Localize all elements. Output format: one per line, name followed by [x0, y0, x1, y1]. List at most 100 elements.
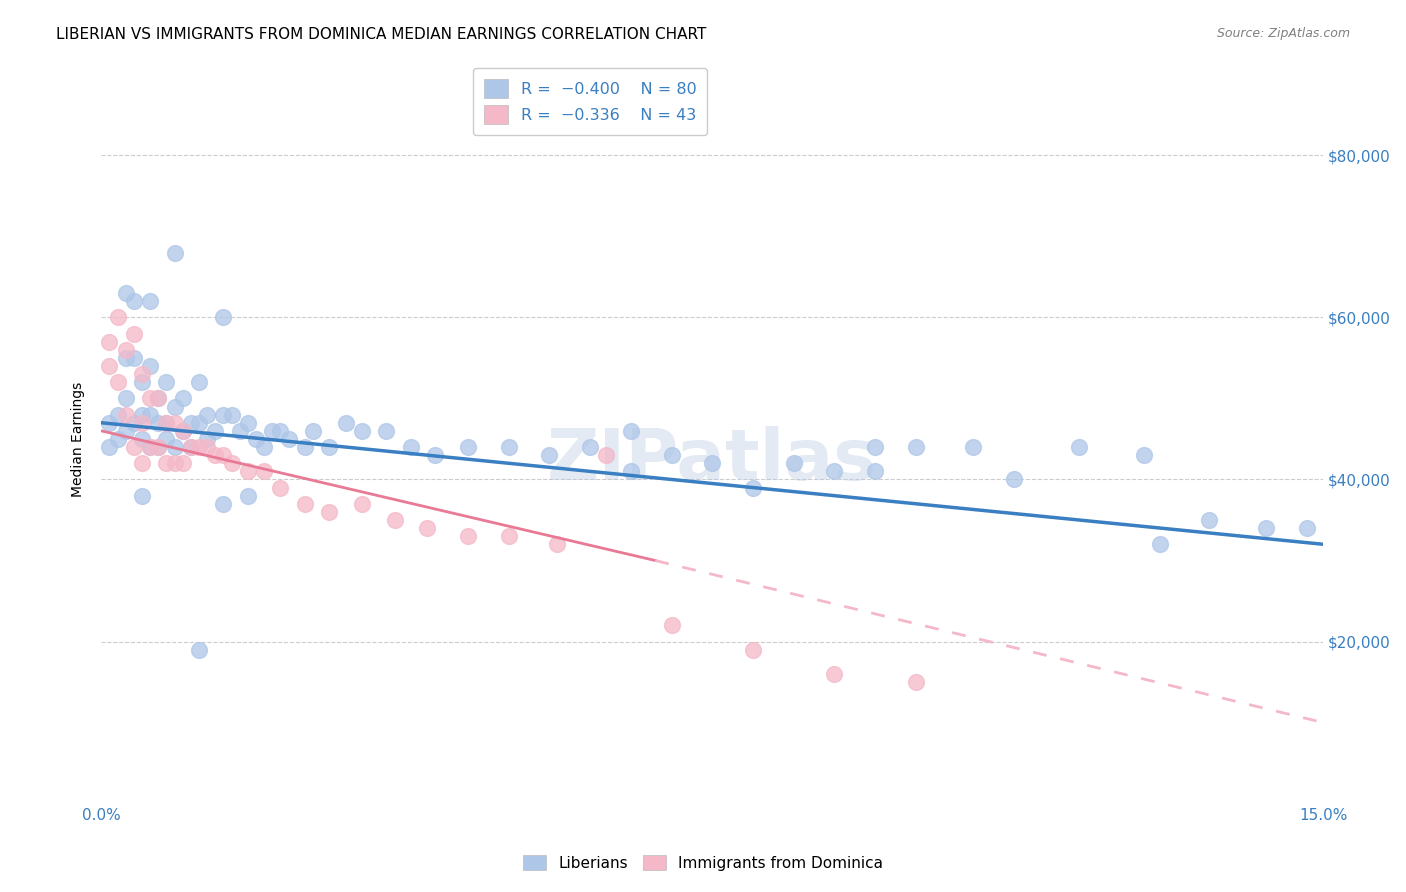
- Point: [212, 408, 235, 422]
- Point: [1149, 537, 1171, 551]
- Point: [294, 440, 316, 454]
- Point: [155, 416, 177, 430]
- Point: [498, 440, 520, 454]
- Point: [148, 440, 170, 454]
- Point: [904, 675, 927, 690]
- Point: [823, 464, 845, 478]
- Point: [538, 448, 561, 462]
- Point: [579, 440, 602, 454]
- Point: [163, 400, 186, 414]
- Point: [294, 497, 316, 511]
- Point: [107, 408, 129, 422]
- Point: [122, 416, 145, 430]
- Point: [188, 642, 211, 657]
- Point: [139, 392, 162, 406]
- Point: [155, 456, 177, 470]
- Point: [163, 456, 186, 470]
- Point: [122, 351, 145, 365]
- Text: ZIPatlas: ZIPatlas: [547, 426, 877, 495]
- Point: [457, 440, 479, 454]
- Point: [221, 456, 243, 470]
- Point: [155, 432, 177, 446]
- Point: [277, 432, 299, 446]
- Point: [457, 529, 479, 543]
- Point: [212, 497, 235, 511]
- Point: [1198, 513, 1220, 527]
- Y-axis label: Median Earnings: Median Earnings: [72, 381, 86, 497]
- Point: [122, 326, 145, 341]
- Point: [139, 359, 162, 373]
- Point: [620, 424, 643, 438]
- Point: [1256, 521, 1278, 535]
- Point: [269, 424, 291, 438]
- Point: [245, 432, 267, 446]
- Point: [139, 408, 162, 422]
- Point: [742, 642, 765, 657]
- Point: [163, 440, 186, 454]
- Point: [131, 456, 153, 470]
- Point: [172, 424, 194, 438]
- Point: [131, 367, 153, 381]
- Point: [131, 416, 153, 430]
- Point: [212, 448, 235, 462]
- Point: [661, 448, 683, 462]
- Point: [823, 667, 845, 681]
- Point: [180, 440, 202, 454]
- Point: [318, 440, 340, 454]
- Point: [546, 537, 568, 551]
- Point: [131, 432, 153, 446]
- Point: [228, 424, 250, 438]
- Point: [139, 440, 162, 454]
- Point: [425, 448, 447, 462]
- Point: [98, 416, 121, 430]
- Point: [269, 481, 291, 495]
- Point: [399, 440, 422, 454]
- Point: [962, 440, 984, 454]
- Point: [661, 618, 683, 632]
- Point: [236, 416, 259, 430]
- Point: [148, 392, 170, 406]
- Point: [131, 489, 153, 503]
- Point: [195, 432, 218, 446]
- Point: [114, 424, 136, 438]
- Text: LIBERIAN VS IMMIGRANTS FROM DOMINICA MEDIAN EARNINGS CORRELATION CHART: LIBERIAN VS IMMIGRANTS FROM DOMINICA MED…: [56, 27, 707, 42]
- Point: [1002, 473, 1025, 487]
- Point: [212, 310, 235, 325]
- Point: [148, 392, 170, 406]
- Point: [107, 375, 129, 389]
- Point: [416, 521, 439, 535]
- Point: [107, 310, 129, 325]
- Point: [163, 416, 186, 430]
- Point: [262, 424, 284, 438]
- Point: [188, 440, 211, 454]
- Point: [204, 424, 226, 438]
- Point: [335, 416, 357, 430]
- Point: [180, 416, 202, 430]
- Point: [114, 343, 136, 357]
- Point: [904, 440, 927, 454]
- Point: [155, 375, 177, 389]
- Point: [172, 456, 194, 470]
- Point: [98, 440, 121, 454]
- Point: [375, 424, 398, 438]
- Point: [180, 440, 202, 454]
- Point: [139, 294, 162, 309]
- Point: [221, 408, 243, 422]
- Point: [595, 448, 617, 462]
- Point: [236, 464, 259, 478]
- Point: [1133, 448, 1156, 462]
- Point: [195, 408, 218, 422]
- Point: [114, 408, 136, 422]
- Point: [172, 424, 194, 438]
- Point: [122, 294, 145, 309]
- Point: [98, 334, 121, 349]
- Point: [114, 286, 136, 301]
- Point: [195, 440, 218, 454]
- Point: [253, 464, 276, 478]
- Point: [114, 392, 136, 406]
- Point: [742, 481, 765, 495]
- Point: [620, 464, 643, 478]
- Point: [139, 440, 162, 454]
- Point: [172, 392, 194, 406]
- Point: [350, 424, 373, 438]
